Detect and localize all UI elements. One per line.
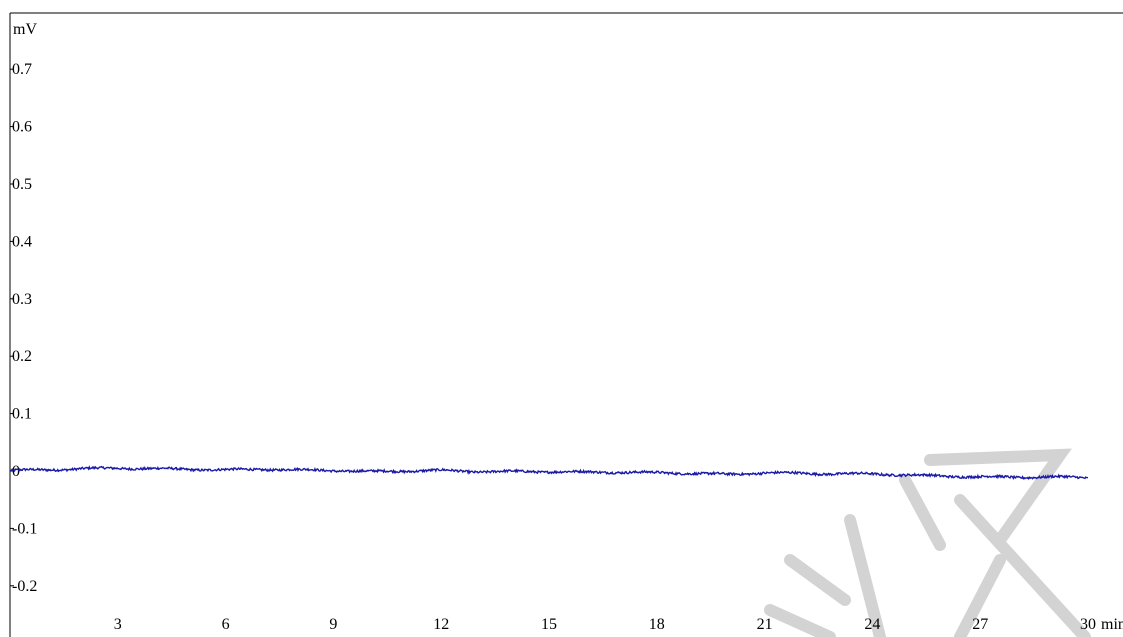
y-tick-label: -0.1 xyxy=(12,520,37,537)
x-tick-label: 9 xyxy=(329,616,337,633)
watermark xyxy=(764,448,1091,637)
y-tick-label: 0.7 xyxy=(12,61,32,78)
x-tick-label: 18 xyxy=(649,616,665,633)
y-tick-label: 0.4 xyxy=(12,233,32,250)
x-tick-label: 12 xyxy=(433,616,449,633)
x-tick-label: 6 xyxy=(222,616,230,633)
y-tick-label: 0.5 xyxy=(12,176,32,193)
y-axis-ticks: 0.7 0.6 0.5 0.4 0.3 0.2 0.1 0 -0.1 -0.2 xyxy=(10,61,37,595)
x-tick-label: 3 xyxy=(114,616,122,633)
x-tick-label: 30 xyxy=(1080,616,1096,633)
x-axis-unit-label: min xyxy=(1101,616,1123,633)
x-tick-label: 21 xyxy=(757,616,773,633)
y-tick-label: 0 xyxy=(12,463,20,480)
y-axis-unit-label: mV xyxy=(13,21,37,38)
y-tick-label: 0.3 xyxy=(12,291,32,308)
y-tick-label: 0.2 xyxy=(12,348,32,365)
x-tick-label: 24 xyxy=(864,616,880,633)
series-line xyxy=(9,465,1089,481)
y-tick-label: -0.2 xyxy=(12,578,37,595)
y-tick-label: 0.1 xyxy=(12,406,32,423)
x-axis-ticks: 3 6 9 12 15 18 21 24 27 30 xyxy=(114,616,1096,633)
y-tick-label: 0.6 xyxy=(12,119,32,136)
x-tick-label: 15 xyxy=(541,616,557,633)
series-group xyxy=(9,465,1089,481)
x-tick-label: 27 xyxy=(972,616,988,633)
